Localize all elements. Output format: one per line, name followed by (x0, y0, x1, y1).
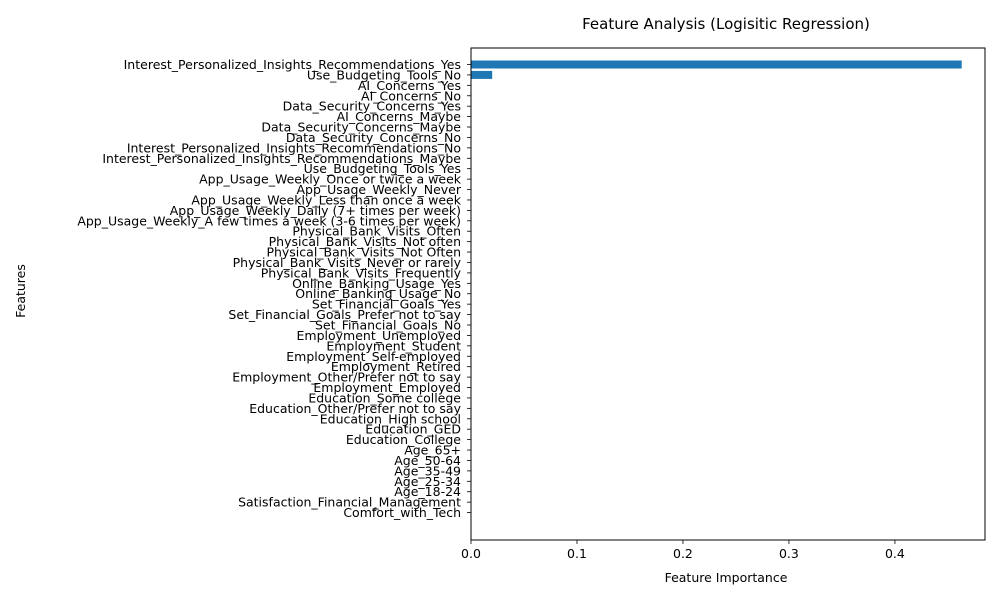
y-tick-label: Employment_Unemployed (297, 328, 461, 343)
plot-frame (470, 47, 986, 541)
y-ticks-layer: Interest_Personalized_Insights_Recommend… (77, 57, 471, 520)
y-tick-label: Education_GED (365, 422, 461, 437)
bar (471, 60, 962, 69)
chart-title: Feature Analysis (Logisitic Regression) (582, 15, 870, 33)
y-tick-label: Employment_Retired (331, 359, 461, 374)
y-tick-label: Use_Budgeting_Tools_Yes (304, 161, 461, 176)
x-tick-label: 0.0 (461, 546, 481, 561)
y-tick-label: Comfort_with_Tech (343, 505, 461, 520)
y-tick-label: Set_Financial_Goals_No (315, 318, 461, 333)
y-tick-label: Education_Some college (308, 390, 461, 405)
y-tick-label: Physical_Bank_Visits_Not often (269, 234, 461, 249)
y-tick-label: App_Usage_Weekly_Never (296, 182, 461, 197)
y-tick-label: Physical_Bank_Visits_Not Often (266, 245, 461, 260)
y-tick-label: Data_Security_Concerns_Yes (283, 99, 461, 114)
y-tick-label: Age_25-34 (394, 474, 461, 489)
y-tick-label: Set_Financial_Goals_Prefer not to say (228, 307, 461, 322)
y-tick-label: Education_College (346, 432, 461, 447)
y-tick-label: Education_High school (320, 411, 461, 426)
x-tick-label: 0.1 (567, 546, 587, 561)
y-tick-label: Interest_Personalized_Insights_Recommend… (102, 151, 461, 166)
y-tick-label: Interest_Personalized_Insights_Recommend… (124, 57, 461, 72)
y-tick-label: Physical_Bank_Visits_Frequently (261, 265, 462, 280)
y-tick-label: Age_18-24 (394, 484, 461, 499)
y-tick-label: Age_35-49 (394, 463, 461, 478)
y-tick-label: AI_Concerns_No (361, 88, 461, 103)
y-tick-label: App_Usage_Weekly_A few times a week (3-6… (77, 213, 461, 228)
x-tick-label: 0.3 (779, 546, 799, 561)
y-tick-label: App_Usage_Weekly_Daily (7+ times per wee… (170, 203, 461, 218)
x-tick-label: 0.4 (885, 546, 905, 561)
y-tick-label: Employment_Self-employed (286, 349, 461, 364)
y-tick-label: Satisfaction_Financial_Management (238, 495, 461, 510)
bars-layer (471, 60, 962, 79)
y-tick-label: Age_50-64 (394, 453, 461, 468)
y-tick-label: Employment_Student (326, 338, 461, 353)
y-tick-label: AI_Concerns_Maybe (337, 109, 462, 124)
y-tick-label: Physical_Bank_Visits_Often (292, 224, 461, 239)
y-tick-label: Set_Financial_Goals_Yes (312, 297, 461, 312)
y-tick-label: Employment_Other/Prefer not to say (232, 370, 461, 385)
y-tick-label: Data_Security_Concerns_Maybe (261, 120, 461, 135)
x-ticks-layer: 0.0 0.1 0.2 0.3 0.4 (461, 540, 905, 561)
y-tick-label: App_Usage_Weekly_Less than once a week (191, 192, 461, 207)
y-tick-label: Data_Security_Concerns_No (286, 130, 461, 145)
y-tick-label: Interest_Personalized_Insights_Recommend… (127, 140, 461, 155)
x-tick-label: 0.2 (673, 546, 693, 561)
y-tick-label: Age_65+ (404, 443, 461, 458)
y-tick-label: Use_Budgeting_Tools_No (307, 67, 461, 82)
y-tick-label: Education_Other/Prefer not to say (249, 401, 461, 416)
y-tick-label: Physical_Bank_Visits_Never or rarely (233, 255, 462, 270)
y-tick-label: AI_Concerns_Yes (358, 78, 461, 93)
y-tick-label: App_Usage_Weekly_Once or twice a week (199, 172, 462, 187)
y-tick-label: Employment_Employed (313, 380, 461, 395)
x-axis-title: Feature Importance (665, 570, 788, 585)
y-tick-label: Online_Banking_Usage_No (295, 286, 461, 301)
bar (471, 70, 493, 79)
y-tick-label: Online_Banking_Usage_Yes (292, 276, 461, 291)
y-axis-title: Features (13, 264, 28, 318)
